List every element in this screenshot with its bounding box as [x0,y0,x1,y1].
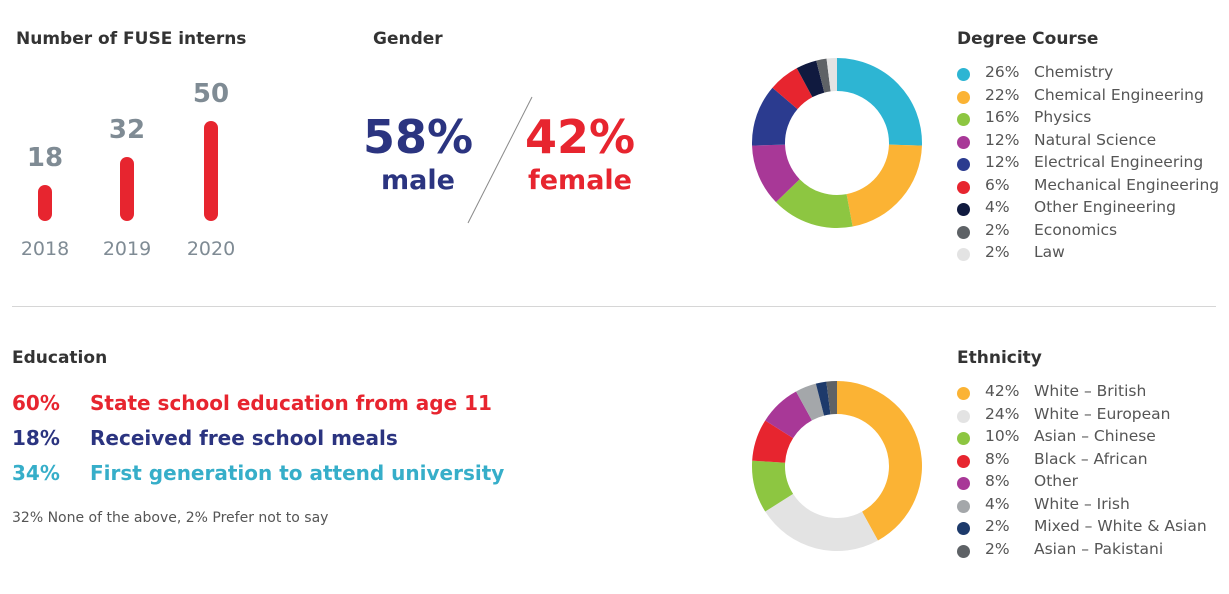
legend-percent: 4% [985,198,1010,216]
legend-dot-icon [957,544,970,558]
legend-label: Other Engineering [1034,198,1176,216]
ethnicity-slice-2 [752,460,794,512]
degree-slice-1 [846,144,922,227]
interns-value-label: 50 [192,79,230,109]
legend-label: Chemical Engineering [1034,85,1204,104]
education-title: Education [12,348,108,368]
interns-title: Number of FUSE interns [16,29,247,49]
legend-label: Mixed – White & Asian [1034,517,1207,535]
male-label: male [381,165,455,196]
legend-label: Physics [1034,108,1092,126]
legend-dot-icon [957,203,970,216]
legend-dot-icon [957,454,970,468]
legend-dot-icon [957,158,970,171]
legend-label: Mechanical Engineering [1034,175,1220,194]
degree-legend: 26% Chemistry 22% Chemical Engineering 16% Ph… [957,63,1227,273]
legend-dot-icon [957,409,970,423]
legend-dot-icon [957,477,970,490]
legend-label: Natural Science [1034,130,1157,149]
degree-slice-2 [775,179,853,228]
education-row-text: State school education from age 11 [90,391,492,415]
legend-percent: 22% [985,85,1020,104]
legend-label: Asian – Pakistani [1034,539,1164,558]
legend-percent: 6% [985,175,1010,194]
degree-slice-4 [752,87,798,146]
legend-label: Electrical Engineering [1034,153,1204,171]
legend-label: Law [1034,243,1065,261]
degree-donut-chart [752,58,922,228]
legend-percent: 10% [985,427,1020,445]
legend-dot-icon [957,248,970,261]
legend-percent: 2% [985,243,1010,261]
section-divider [12,306,1216,307]
interns-value-label: 32 [108,115,146,145]
female-label: female [528,165,632,196]
education-row-percent: 60% [12,391,60,415]
legend-dot-icon [957,499,970,513]
legend-label: Chemistry [1034,63,1114,81]
legend-percent: 2% [985,539,1010,558]
ethnicity-slice-3 [752,420,794,463]
legend-dot-icon [957,68,970,81]
legend-dot-icon [957,225,970,239]
legend-dot-icon [957,113,970,126]
legend-percent: 4% [985,494,1010,513]
legend-percent: 8% [985,449,1010,468]
interns-year-label: 2019 [102,238,152,260]
legend-label: White – Irish [1034,494,1130,513]
female-percent: 42% [524,110,636,164]
ethnicity-slice-5 [796,383,825,421]
interns-year-label: 2020 [186,238,236,260]
gender-title: Gender [373,29,443,49]
legend-label: Other [1034,472,1079,490]
degree-title: Degree Course [957,29,1099,49]
education-footnote: 32% None of the above, 2% Prefer not to … [12,510,329,526]
legend-dot-icon [957,432,970,445]
ethnicity-slice-7 [826,381,837,415]
legend-label: Black – African [1034,449,1148,468]
legend-percent: 24% [985,404,1020,423]
degree-slice-3 [752,144,800,203]
legend-percent: 12% [985,153,1020,171]
legend-percent: 12% [985,130,1020,149]
interns-bar-2018 [38,185,52,221]
legend-dot-icon [957,180,970,194]
ethnicity-legend: 42% White – British 24% White – European 10%… [957,382,1227,567]
ethnicity-slice-0 [837,381,922,541]
male-percent: 58% [362,110,474,164]
gender-divider [467,96,533,224]
degree-slice-7 [816,58,831,93]
legend-label: White – European [1034,404,1171,423]
interns-year-label: 2018 [20,238,70,260]
legend-dot-icon [957,522,970,535]
degree-slice-8 [826,58,837,92]
degree-slice-6 [796,60,825,98]
legend-percent: 2% [985,220,1010,239]
education-row-text: First generation to attend university [90,461,505,485]
education-row-text: Received free school meals [90,426,398,450]
ethnicity-slice-1 [765,493,878,551]
legend-percent: 2% [985,517,1010,535]
education-row-percent: 34% [12,461,60,485]
interns-value-label: 18 [26,143,64,173]
ethnicity-donut-chart [752,381,922,551]
degree-slice-0 [837,58,922,146]
legend-percent: 26% [985,63,1020,81]
legend-percent: 8% [985,472,1010,490]
legend-label: Asian – Chinese [1034,427,1156,445]
interns-bar-2019 [120,157,134,221]
ethnicity-title: Ethnicity [957,348,1042,368]
legend-label: Economics [1034,220,1118,239]
legend-percent: 42% [985,382,1020,400]
legend-label: White – British [1034,382,1147,400]
degree-slice-5 [772,68,813,110]
ethnicity-slice-6 [815,381,831,416]
legend-dot-icon [957,135,970,149]
legend-dot-icon [957,387,970,400]
legend-dot-icon [957,90,970,104]
education-row-percent: 18% [12,426,60,450]
ethnicity-slice-4 [765,391,812,439]
interns-bar-2020 [204,121,218,221]
legend-percent: 16% [985,108,1020,126]
